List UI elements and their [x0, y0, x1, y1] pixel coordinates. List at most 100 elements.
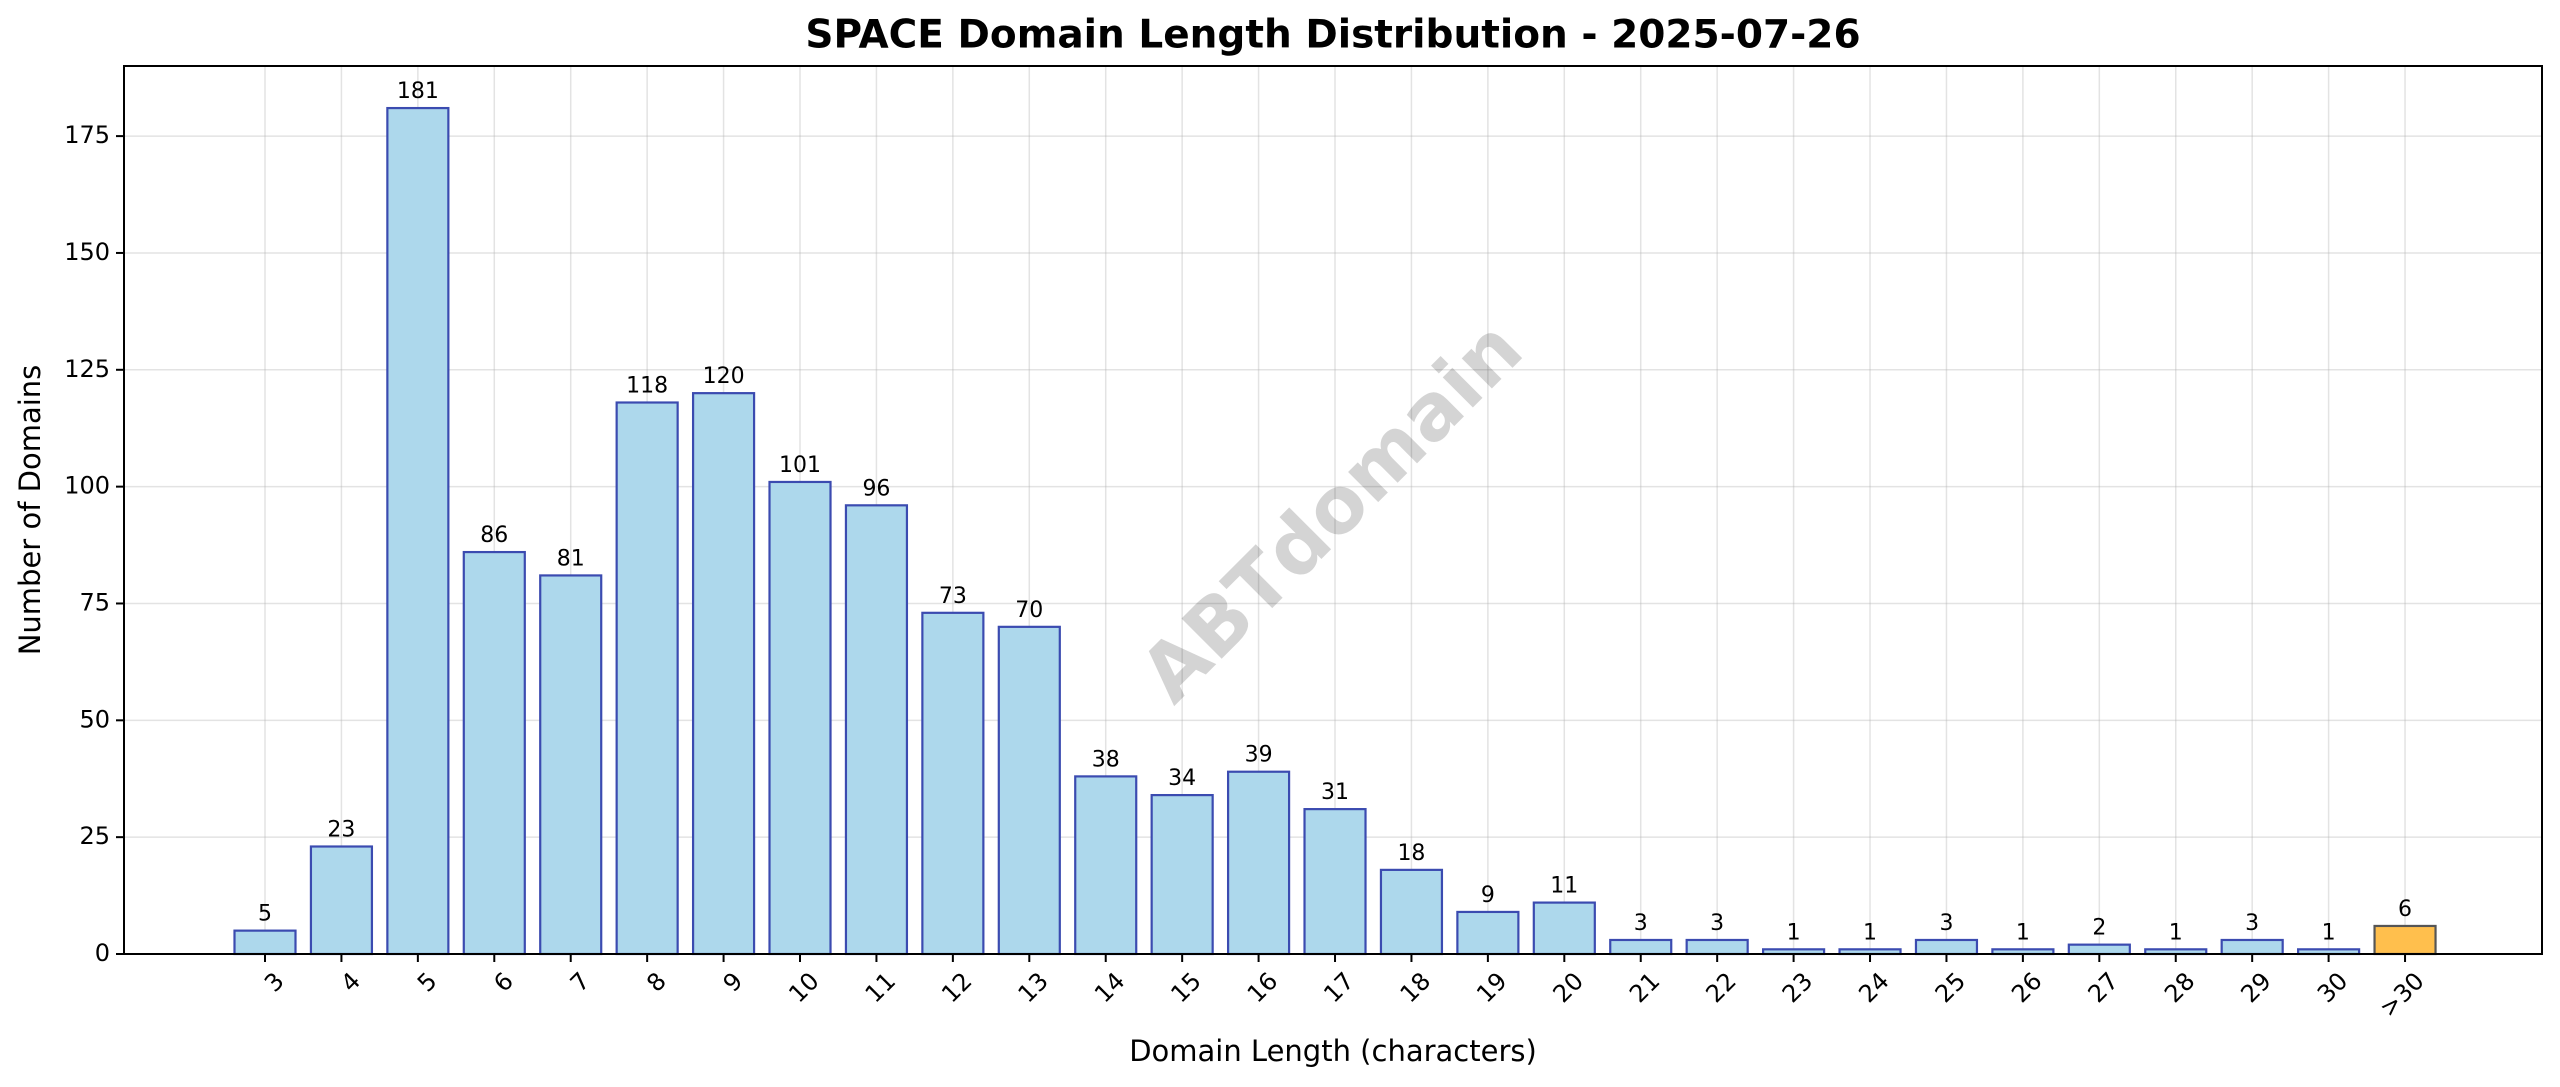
- x-tick-label: 19: [1471, 967, 1512, 1008]
- bar-value-label: 6: [2398, 897, 2412, 922]
- bar-value-label: 34: [1168, 766, 1196, 791]
- bar-value-label: 1: [2016, 920, 2030, 945]
- bar-value-label: 1: [2169, 920, 2183, 945]
- bar-value-label: 120: [703, 364, 745, 389]
- bar: [1609, 938, 1673, 956]
- bar: [1303, 808, 1367, 956]
- bar-value-label: 118: [626, 374, 668, 399]
- y-tick-label: 125: [64, 355, 110, 383]
- x-tick-label: 15: [1165, 967, 1206, 1008]
- bar-value-label: 3: [1939, 911, 1953, 936]
- x-tick-label: 27: [2083, 967, 2124, 1008]
- bar: [921, 611, 985, 956]
- y-tick-label: 100: [64, 472, 110, 500]
- bar-value-label: 73: [939, 584, 967, 609]
- x-tick-label: 29: [2235, 967, 2276, 1008]
- bar-value-label: 31: [1321, 780, 1349, 805]
- y-axis-label: Number of Domains: [13, 365, 47, 656]
- x-tick-label: 16: [1242, 967, 1283, 1008]
- watermark: ABTdomain: [1124, 304, 1540, 720]
- bar-value-label: 81: [557, 546, 585, 571]
- bar: [462, 550, 526, 956]
- y-tick-label: 175: [64, 121, 110, 149]
- x-tick-label: 9: [718, 967, 749, 998]
- bar-value-label: 3: [1634, 911, 1648, 936]
- bar: [1685, 938, 1749, 956]
- y-axis-ticks: 0 25 50 75 100 125 150 175: [64, 121, 124, 967]
- bar-value-label: 3: [1710, 911, 1724, 936]
- bar-value-label: 18: [1397, 841, 1425, 866]
- bar: [2067, 943, 2131, 956]
- bar: [2220, 938, 2284, 956]
- bar-value-label: 3: [2245, 911, 2259, 936]
- y-tick-label: 0: [95, 939, 110, 967]
- bar-value-label: 1: [2322, 920, 2336, 945]
- bar: [691, 392, 756, 956]
- bar-value-label: 23: [327, 818, 355, 843]
- x-tick-label: 13: [1013, 967, 1054, 1008]
- x-tick-label: 30: [2312, 967, 2353, 1008]
- x-tick-label: 25: [1930, 967, 1971, 1008]
- y-tick-label: 25: [79, 822, 110, 850]
- x-tick-label: 8: [641, 967, 672, 998]
- x-tick-label: 26: [2006, 967, 2047, 1008]
- x-tick-label: 14: [1089, 967, 1130, 1008]
- bar: [386, 106, 450, 956]
- plot-frame: [123, 65, 2543, 955]
- bar-value-label: 2: [2092, 916, 2106, 941]
- x-tick-label: 20: [1548, 967, 1589, 1008]
- bar: [997, 625, 1061, 956]
- bars-layer: [233, 106, 2437, 956]
- x-tick-label: 10: [783, 967, 824, 1008]
- x-tick-label: 22: [1700, 967, 1741, 1008]
- x-tick-label: 24: [1853, 967, 1894, 1008]
- x-tick-label: 6: [488, 967, 519, 998]
- x-tick-label: 23: [1777, 967, 1818, 1008]
- bar-value-label: 5: [258, 902, 272, 927]
- bar: [309, 845, 374, 956]
- bar: [615, 401, 679, 956]
- bar: [1074, 775, 1138, 956]
- y-tick-label: 150: [64, 238, 110, 266]
- x-tick-label: 4: [336, 967, 367, 998]
- bar-value-label: 38: [1092, 747, 1120, 772]
- x-tick-label: 18: [1395, 967, 1436, 1008]
- bar-value-label: 1: [1863, 920, 1877, 945]
- bar-value-label: 96: [862, 476, 890, 501]
- x-tick-label: 5: [412, 967, 443, 998]
- x-tick-label: 21: [1624, 967, 1665, 1008]
- x-axis-label: Domain Length (characters): [1129, 1034, 1537, 1068]
- bar-value-label: 1: [1787, 920, 1801, 945]
- x-tick-label: 12: [936, 967, 977, 1008]
- bar: [768, 480, 832, 956]
- x-tick-label: 7: [565, 967, 596, 998]
- bar: [1150, 793, 1214, 956]
- x-tick-label: >30: [2374, 967, 2430, 1023]
- bar: [1532, 901, 1596, 956]
- bar: [539, 574, 603, 956]
- bar-value-label: 11: [1550, 874, 1578, 899]
- x-tick-label: 3: [259, 967, 290, 998]
- y-tick-label: 75: [79, 588, 110, 616]
- bar-value-label: 86: [480, 523, 508, 548]
- bar-value-label: 39: [1245, 743, 1273, 768]
- bar: [1456, 910, 1520, 956]
- bar-value-label: 101: [779, 453, 821, 478]
- chart-title: SPACE Domain Length Distribution - 2025-…: [805, 13, 1860, 58]
- x-axis-ticks: 3 4 5 6 7 8 9 10 11 12 13 14 15 16 17 18 19 20 21 22 23 24 25 2…: [259, 954, 2430, 1023]
- bar: [844, 504, 909, 956]
- x-tick-label: 17: [1318, 967, 1359, 1008]
- bar: [2373, 924, 2437, 956]
- bar-value-label: 70: [1015, 598, 1043, 623]
- bar-value-label: 181: [397, 79, 439, 104]
- bar: [1914, 938, 1979, 956]
- x-tick-label: 11: [860, 967, 901, 1008]
- bar-value-label: 9: [1481, 883, 1495, 908]
- bar: [1226, 770, 1291, 956]
- bar: [233, 929, 297, 956]
- y-tick-label: 50: [79, 705, 110, 733]
- bar: [1379, 868, 1444, 956]
- x-tick-label: 28: [2159, 967, 2200, 1008]
